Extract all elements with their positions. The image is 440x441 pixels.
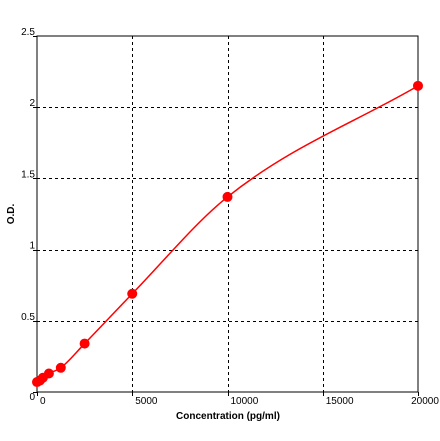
x-axis-title: Concentration (pg/ml) xyxy=(176,411,280,422)
fitted-curve xyxy=(36,85,419,383)
y-tick-label: 2.5 xyxy=(21,27,35,38)
x-tick-label: 10000 xyxy=(231,396,259,407)
x-tick-label: 15000 xyxy=(326,396,354,407)
x-tick-label: 20000 xyxy=(411,396,439,407)
data-point-marker xyxy=(413,80,423,91)
tick-labels: 0 5000 10000 15000 20000 0 0.5 1 1.5 2 2.5 xyxy=(21,27,439,407)
data-point-marker xyxy=(127,288,138,299)
y-tick-label: 1 xyxy=(29,241,35,252)
data-point-marker xyxy=(222,191,233,202)
axis-ticks xyxy=(33,36,419,396)
data-point-marker xyxy=(79,338,90,349)
fit-curve-line xyxy=(36,85,419,383)
y-tick-label: 2 xyxy=(29,98,35,109)
x-tick-label: 0 xyxy=(40,396,46,407)
data-point-marker xyxy=(55,362,66,373)
y-tick-label: 0.5 xyxy=(21,312,35,323)
plot-frame xyxy=(36,35,419,393)
y-tick-label: 0 xyxy=(29,392,35,403)
data-points xyxy=(32,80,423,388)
y-tick-label: 1.5 xyxy=(21,169,35,180)
y-axis-title: O.D. xyxy=(6,204,17,225)
x-tick-label: 5000 xyxy=(135,396,158,407)
data-point-marker xyxy=(43,368,54,379)
grid-lines xyxy=(37,36,418,392)
